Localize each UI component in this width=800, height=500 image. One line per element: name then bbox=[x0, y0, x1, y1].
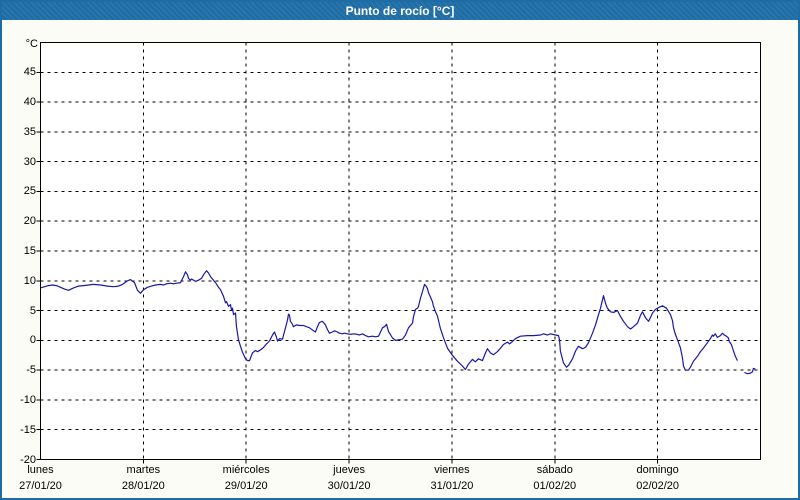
y-axis-tick-label: 35 bbox=[23, 125, 36, 138]
x-axis-day-label: domingo 02/02/20 bbox=[607, 463, 709, 494]
y-axis-tick-label: 45 bbox=[23, 66, 36, 79]
day-name-label: domingo bbox=[636, 464, 679, 476]
y-axis-tick-label: -15 bbox=[20, 423, 36, 436]
x-axis-day-label: sábado 01/02/20 bbox=[504, 463, 606, 494]
y-axis-tick-label: 15 bbox=[23, 245, 36, 257]
y-axis-tick-label: 0 bbox=[29, 334, 36, 347]
day-name-label: lunes bbox=[27, 464, 54, 476]
day-name-label: miércoles bbox=[222, 464, 270, 476]
y-axis-tick-label: 30 bbox=[23, 155, 36, 168]
y-axis-tick-label: -5 bbox=[26, 364, 36, 377]
y-axis-tick-label: 20 bbox=[23, 215, 36, 228]
x-axis-day-label: jueves 30/01/20 bbox=[298, 463, 400, 494]
x-axis-day-label: viernes 31/01/20 bbox=[401, 463, 503, 494]
x-axis-day-label: lunes 27/01/20 bbox=[2, 463, 92, 494]
day-date-label: 30/01/20 bbox=[327, 480, 371, 492]
day-date-label: 29/01/20 bbox=[224, 480, 268, 492]
y-axis-tick-label: 25 bbox=[23, 185, 36, 198]
y-axis-tick-label: -10 bbox=[20, 393, 36, 406]
window-title-bar: Punto de rocío [°C] bbox=[2, 2, 798, 20]
day-name-label: jueves bbox=[333, 464, 365, 476]
x-axis-day-label: miércoles 29/01/20 bbox=[195, 463, 297, 494]
day-name-label: martes bbox=[126, 464, 161, 476]
y-axis-tick-label: 10 bbox=[23, 274, 36, 287]
day-date-label: 28/01/20 bbox=[121, 480, 165, 492]
day-name-label: viernes bbox=[434, 464, 470, 476]
y-axis-tick-label: -20 bbox=[20, 453, 36, 466]
day-date-label: 01/02/20 bbox=[533, 480, 577, 492]
dewpoint-line bbox=[744, 367, 756, 375]
x-axis-day-label: martes 28/01/20 bbox=[92, 463, 194, 494]
plot-border bbox=[40, 42, 761, 460]
dewpoint-line bbox=[40, 270, 738, 371]
y-axis-tick-label: 40 bbox=[23, 96, 36, 109]
day-date-label: 02/02/20 bbox=[636, 480, 680, 492]
day-name-label: sábado bbox=[536, 464, 573, 476]
chart-area: °C -20 -15 -10 -5 0 5 10 15 20 25 30 35 40 45 lunes 27/… bbox=[2, 20, 798, 498]
y-axis-tick-label: 5 bbox=[29, 304, 36, 317]
day-date-label: 31/01/20 bbox=[430, 480, 474, 492]
y-axis-unit-label: °C bbox=[25, 38, 38, 50]
plot-svg bbox=[36, 42, 761, 464]
window-title: Punto de rocío [°C] bbox=[345, 4, 455, 18]
day-date-label: 27/01/20 bbox=[19, 480, 62, 492]
